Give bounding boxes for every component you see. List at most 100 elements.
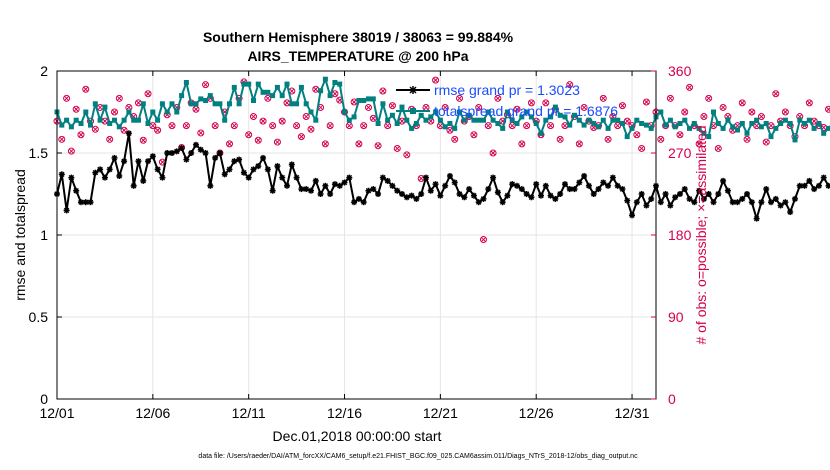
rmse-point xyxy=(777,202,784,209)
totalspread-point xyxy=(279,93,285,99)
obs-count-marker xyxy=(249,113,257,121)
totalspread-point xyxy=(107,121,113,126)
y-left-tick-label: 0 xyxy=(40,391,48,407)
obs-count-marker xyxy=(388,102,396,110)
obs-count-marker xyxy=(91,125,99,133)
rmse-point xyxy=(446,172,453,179)
obs-count-marker xyxy=(369,114,377,122)
rmse-point xyxy=(451,179,458,186)
totalspread-point xyxy=(648,125,654,131)
totalspread-point xyxy=(236,101,242,107)
totalspread-point xyxy=(327,93,333,99)
totalspread-point xyxy=(476,117,482,123)
rmse-point xyxy=(672,194,679,201)
x-tick-label: 12/31 xyxy=(615,405,650,421)
totalspread-point xyxy=(164,109,170,115)
rmse-point xyxy=(351,199,358,206)
rmse-point xyxy=(303,186,310,193)
x-tick-label: 12/11 xyxy=(232,405,266,421)
totalspread-point xyxy=(548,114,554,120)
rmse-point xyxy=(648,195,655,202)
obs-count-marker xyxy=(120,126,128,134)
totalspread-point xyxy=(481,117,486,123)
rmse-point xyxy=(676,191,683,197)
totalspread-point xyxy=(140,101,146,107)
rmse-point xyxy=(399,191,406,197)
obs-count-marker xyxy=(154,126,162,134)
rmse-point xyxy=(456,191,463,197)
obs-count-marker xyxy=(805,99,813,107)
obs-count-marker xyxy=(566,81,574,89)
rmse-point xyxy=(600,179,607,186)
rmse-point xyxy=(533,181,540,188)
rmse-point xyxy=(494,189,501,196)
totalspread-point xyxy=(471,117,477,123)
rmse-point xyxy=(470,192,477,199)
totalspread-point xyxy=(500,125,506,131)
totalspread-point xyxy=(586,117,592,123)
rmse-point xyxy=(216,150,223,156)
obs-count-marker xyxy=(254,136,262,144)
obs-count-marker xyxy=(638,144,646,152)
totalspread-point xyxy=(227,101,232,107)
rmse-point xyxy=(485,186,492,193)
totalspread-point xyxy=(706,134,712,140)
totalspread-point xyxy=(389,112,395,118)
totalspread-point xyxy=(663,122,669,128)
totalspread-point xyxy=(342,109,347,115)
rmse-point xyxy=(221,171,228,178)
totalspread-point xyxy=(179,93,185,99)
rmse-point xyxy=(724,187,731,194)
obs-count-marker xyxy=(58,135,66,143)
obs-count-marker xyxy=(139,136,147,144)
totalspread-point xyxy=(433,109,439,115)
rmse-point xyxy=(686,195,693,202)
legend-rmse-label: rmse grand pr = 1.3023 xyxy=(434,82,580,98)
rmse-point xyxy=(667,202,674,209)
obs-count-marker xyxy=(825,105,830,113)
obs-count-marker xyxy=(580,103,588,111)
obs-count-marker xyxy=(278,117,286,125)
obs-count-marker xyxy=(547,122,555,130)
totalspread-point xyxy=(605,125,611,131)
obs-count-marker xyxy=(494,94,502,102)
totalspread-point xyxy=(797,117,803,123)
totalspread-point xyxy=(241,81,247,87)
y-right-tick-label: 0 xyxy=(668,391,676,407)
obs-count-marker xyxy=(355,140,363,148)
totalspread-point xyxy=(246,81,252,87)
totalspread-point xyxy=(404,117,410,123)
rmse-point xyxy=(499,199,506,206)
rmse-point xyxy=(355,195,362,202)
x-axis: 12/01 12/06 12/11 12/16 12/21 12/26 12/31 xyxy=(39,71,650,421)
rmse-point xyxy=(245,174,252,181)
y-left-tick-label: 1 xyxy=(40,227,48,243)
totalspread-point xyxy=(581,122,587,128)
rmse-point xyxy=(763,186,770,193)
rmse-point xyxy=(806,177,813,184)
rmse-point xyxy=(97,166,104,173)
totalspread-point xyxy=(768,134,774,140)
totalspread-point xyxy=(806,117,812,123)
rmse-point xyxy=(585,182,592,189)
obs-count-marker xyxy=(666,94,674,102)
totalspread-point xyxy=(447,121,453,126)
obs-count-marker xyxy=(748,108,756,116)
obs-count-marker xyxy=(475,103,483,111)
totalspread-point xyxy=(667,117,673,123)
obs-count-marker xyxy=(264,94,272,102)
totalspread-point xyxy=(600,117,606,123)
obs-count-marker xyxy=(527,99,535,107)
totalspread-point xyxy=(639,121,645,126)
rmse-point xyxy=(811,186,818,193)
rmse-point xyxy=(250,166,257,173)
y-axis-right-label: # of obs: o=possible; ×=assimilated xyxy=(693,125,709,344)
totalspread-point xyxy=(251,98,256,103)
rmse-point xyxy=(753,215,760,222)
totalspread-point xyxy=(270,93,276,99)
obs-count-marker xyxy=(738,99,746,107)
totalspread-point xyxy=(735,127,740,133)
rmse-point xyxy=(58,171,65,178)
totalspread-point xyxy=(533,121,539,126)
rmse-point xyxy=(557,191,564,197)
